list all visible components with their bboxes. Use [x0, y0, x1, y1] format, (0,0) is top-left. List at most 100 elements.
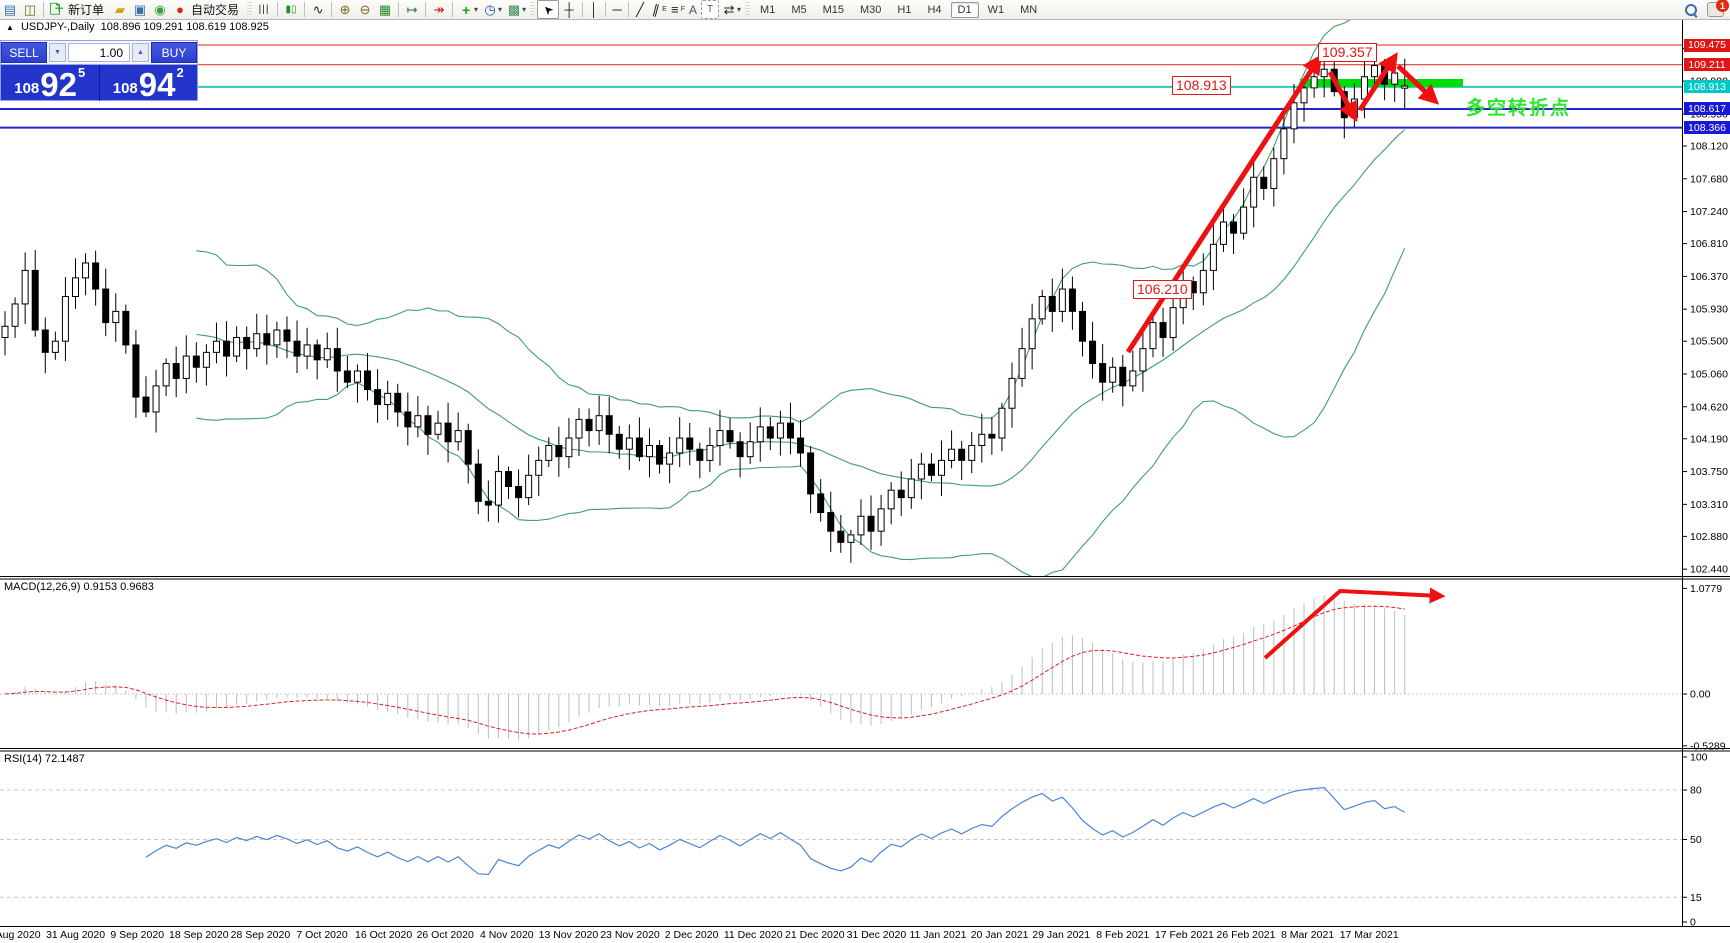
price-annotation-label[interactable]: 109.357 — [1318, 43, 1377, 62]
candlestick-chart-icon[interactable]: ▮▯ — [285, 3, 297, 15]
date-axis-label: 28 Sep 2020 — [231, 929, 291, 941]
tf-h1-button[interactable]: H1 — [897, 3, 912, 16]
tf-m1-button[interactable]: M1 — [760, 3, 776, 16]
svg-text:50: 50 — [1690, 834, 1702, 846]
new-order-label[interactable]: 新订单 — [68, 3, 105, 17]
turning-point-annotation[interactable]: 多空转折点 — [1466, 98, 1572, 119]
autotrade-label[interactable]: 自动交易 — [191, 3, 240, 17]
text-label-icon[interactable]: T — [701, 0, 720, 19]
price-level-tag: 108.617 — [1684, 102, 1730, 116]
buy-price[interactable]: 108 94 2 — [100, 65, 198, 101]
terminal-icon[interactable]: ▣ — [133, 2, 147, 17]
symbol-collapse-icon[interactable]: ▲ — [6, 23, 14, 32]
sell-price-big: 92 — [40, 65, 77, 103]
date-axis-label: 29 Jan 2021 — [1032, 929, 1090, 941]
rsi-title: RSI(14) 72.1487 — [4, 753, 85, 765]
toolbar: ▤ ◫ 🗋 ＋ 新订单 ▰ ▣ ◉ ● 自动交易 ||| ▮▯ ∿ ⊕ ⊖ ▦ ↦… — [0, 0, 1730, 20]
market-watch-icon[interactable]: ◫ — [23, 2, 37, 17]
date-axis-label: 1 Aug 2020 — [0, 929, 41, 941]
tf-m5-button[interactable]: M5 — [791, 3, 807, 16]
tf-mn-button[interactable]: MN — [1020, 3, 1038, 16]
price-level-tag: 109.475 — [1684, 38, 1730, 52]
tf-d1-button[interactable]: D1 — [950, 1, 979, 18]
indicators-icon[interactable]: + — [461, 1, 471, 18]
shapes-dropdown-icon[interactable]: ▾ — [737, 5, 742, 14]
trendline-icon[interactable]: ╱ — [636, 2, 644, 17]
search-icon[interactable] — [1685, 3, 1697, 16]
svg-text:102.440: 102.440 — [1690, 564, 1728, 576]
cursor-icon[interactable]: ➤ — [537, 0, 560, 19]
volume-up-button[interactable]: ▲ — [132, 43, 149, 62]
gold-icon[interactable]: ▰ — [115, 2, 126, 17]
buy-price-big: 94 — [138, 65, 176, 103]
svg-text:108.120: 108.120 — [1690, 141, 1728, 153]
svg-text:102.880: 102.880 — [1690, 531, 1728, 543]
autotrade-icon[interactable]: ● — [176, 2, 184, 17]
notification-badge[interactable]: 1 — [1716, 0, 1729, 12]
channel-icon[interactable]: ∥ — [650, 1, 662, 18]
date-axis-label: 9 Sep 2020 — [110, 929, 164, 941]
chart-shift-icon[interactable]: ↦ — [406, 2, 418, 17]
tf-m15-button[interactable]: M15 — [822, 3, 845, 16]
indicators-dropdown-icon[interactable]: ▾ — [474, 5, 479, 14]
sell-price-sup: 5 — [78, 65, 86, 80]
signals-icon[interactable]: ◉ — [154, 2, 166, 17]
horizontal-line-icon[interactable]: ─ — [612, 2, 622, 17]
buy-price-sup: 2 — [176, 65, 184, 80]
volume-down-button[interactable]: ▼ — [49, 43, 66, 62]
sell-button[interactable]: SELL — [1, 42, 47, 63]
templates-icon[interactable]: ▩ — [507, 2, 521, 17]
date-axis-label: 31 Aug 2020 — [46, 929, 105, 941]
symbol-name: USDJPY-,Daily — [20, 21, 95, 33]
tf-m30-button[interactable]: M30 — [860, 3, 882, 16]
svg-text:0: 0 — [1690, 917, 1696, 929]
fibonacci-icon[interactable]: ≡ — [670, 2, 679, 17]
tile-windows-icon[interactable]: ▦ — [378, 2, 392, 17]
date-axis-label: 2 Dec 2020 — [665, 929, 719, 941]
autoscroll-icon[interactable]: ↠ — [433, 2, 445, 17]
vertical-line-icon[interactable]: │ — [590, 2, 599, 17]
bar-chart-icon[interactable]: ||| — [258, 3, 270, 15]
zoom-in-icon[interactable]: ⊕ — [339, 2, 351, 17]
date-axis-label: 26 Feb 2021 — [1217, 929, 1276, 941]
price-annotation-label[interactable]: 108.913 — [1172, 76, 1231, 95]
svg-text:100: 100 — [1690, 752, 1708, 764]
sell-price-prefix: 108 — [14, 80, 40, 97]
shapes-icon[interactable]: ⇄ — [723, 2, 735, 17]
new-chart-icon[interactable]: ▤ — [3, 2, 17, 17]
tf-h4-button[interactable]: H4 — [927, 3, 942, 16]
date-axis-label: 8 Mar 2021 — [1281, 929, 1334, 941]
line-chart-icon[interactable]: ∿ — [312, 2, 324, 17]
svg-text:1.0779: 1.0779 — [1690, 583, 1722, 595]
price-level-tag: 109.211 — [1684, 58, 1730, 72]
periods-icon[interactable]: ◷ — [484, 2, 496, 17]
chat-icon[interactable]: 1 — [1707, 0, 1729, 17]
macd-title: MACD(12,26,9) 0.9153 0.9683 — [4, 581, 154, 593]
zoom-out-icon[interactable]: ⊖ — [359, 2, 371, 17]
svg-text:104.190: 104.190 — [1690, 433, 1728, 445]
svg-text:107.680: 107.680 — [1690, 173, 1728, 185]
svg-text:-0.5289: -0.5289 — [1690, 740, 1726, 752]
sell-price[interactable]: 108 92 5 — [1, 65, 100, 101]
one-click-trade-panel: SELL ▼ 1.00 ▲ BUY 108 92 5 108 94 2 — [0, 40, 198, 101]
svg-text:105.930: 105.930 — [1690, 304, 1728, 316]
text-icon[interactable]: A — [689, 2, 698, 17]
date-axis-label: 17 Feb 2021 — [1155, 929, 1214, 941]
crosshair-icon[interactable]: ┼ — [564, 2, 574, 17]
date-axis-label: 20 Jan 2021 — [971, 929, 1029, 941]
buy-button[interactable]: BUY — [151, 42, 197, 63]
volume-input[interactable]: 1.00 — [68, 43, 130, 62]
date-axis-label: 31 Dec 2020 — [847, 929, 907, 941]
periods-dropdown-icon[interactable]: ▾ — [498, 5, 503, 14]
price-annotation-label[interactable]: 106.210 — [1133, 280, 1192, 299]
svg-text:80: 80 — [1690, 785, 1702, 797]
price-level-tag: 108.913 — [1684, 80, 1730, 94]
new-order-icon[interactable]: 🗋 ＋ — [49, 2, 65, 17]
svg-text:103.310: 103.310 — [1690, 499, 1728, 511]
svg-text:106.370: 106.370 — [1690, 271, 1728, 283]
tf-w1-button[interactable]: W1 — [987, 3, 1005, 16]
templates-dropdown-icon[interactable]: ▾ — [522, 5, 527, 14]
date-axis-label: 4 Nov 2020 — [480, 929, 534, 941]
